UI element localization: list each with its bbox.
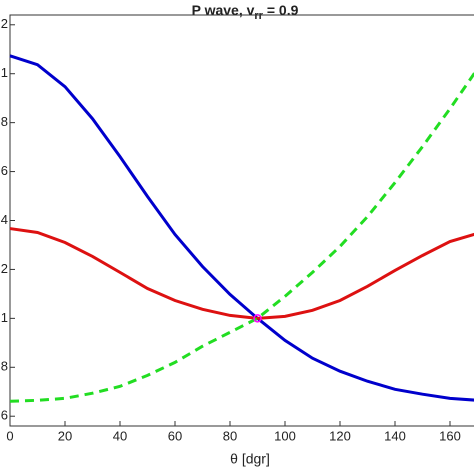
x-tick-label: 60: [168, 428, 182, 443]
series-line: [9, 227, 474, 320]
marker: [253, 314, 262, 323]
x-axis-label: θ [dgr]: [230, 451, 270, 467]
x-tick-label: 80: [223, 428, 237, 443]
x-tick-label: 140: [384, 428, 406, 443]
y-tick-label: 8: [1, 114, 8, 129]
title-sub: rr: [254, 10, 263, 22]
y-tick-label: 6: [1, 408, 8, 423]
plot-area: [9, 14, 474, 427]
x-tick-label: 120: [329, 428, 351, 443]
x-tick-label: 20: [58, 428, 72, 443]
title-main: P wave, v: [192, 2, 255, 18]
x-tick-label: 0: [6, 428, 13, 443]
y-tick-label: 1: [1, 310, 8, 325]
y-tick-label: 4: [1, 212, 8, 227]
y-tick-label: 1: [1, 65, 8, 80]
x-tick-label: 160: [439, 428, 461, 443]
y-tick-label: 8: [1, 359, 8, 374]
y-tick-label: 6: [1, 163, 8, 178]
chart-title: P wave, vrr = 0.9: [192, 2, 299, 22]
series-line: [9, 54, 474, 402]
y-tick-label: 2: [1, 261, 8, 276]
series-line: [9, 71, 474, 403]
title-suffix: = 0.9: [263, 2, 299, 18]
x-tick-label: 40: [113, 428, 127, 443]
x-tick-label: 100: [274, 428, 296, 443]
y-tick-label: 2: [1, 16, 8, 31]
